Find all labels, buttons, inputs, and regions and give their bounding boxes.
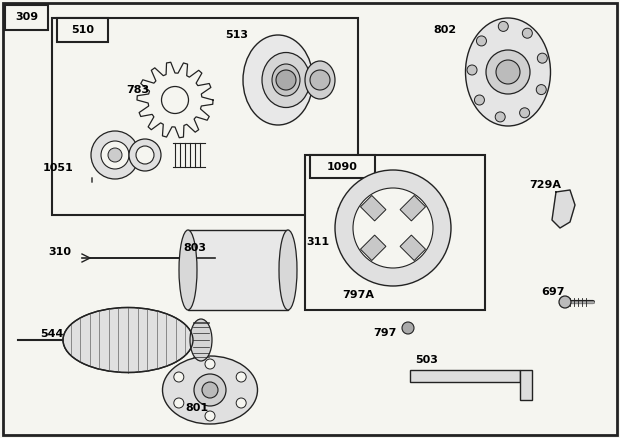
Bar	[52, 18, 358, 215]
Text: 503: 503	[415, 355, 438, 365]
Circle shape	[495, 112, 505, 122]
Bar	[410, 370, 520, 382]
Text: 311: 311	[306, 237, 330, 247]
Circle shape	[335, 170, 451, 286]
Text: 729A: 729A	[529, 180, 561, 190]
Circle shape	[174, 398, 184, 408]
Circle shape	[486, 50, 530, 94]
Text: 797: 797	[373, 328, 397, 338]
Text: 1090: 1090	[327, 162, 358, 172]
Ellipse shape	[179, 230, 197, 310]
Circle shape	[202, 382, 218, 398]
Circle shape	[194, 374, 226, 406]
Text: 510: 510	[71, 25, 94, 35]
Text: eReplacementParts.com: eReplacementParts.com	[225, 212, 395, 226]
Text: 797A: 797A	[342, 290, 374, 300]
Polygon shape	[552, 190, 575, 228]
Bar	[360, 195, 386, 221]
Circle shape	[108, 148, 122, 162]
Bar	[310, 155, 375, 178]
Circle shape	[101, 141, 129, 169]
Text: 803: 803	[184, 243, 206, 253]
Ellipse shape	[262, 53, 310, 107]
Circle shape	[467, 65, 477, 75]
Circle shape	[402, 322, 414, 334]
Circle shape	[205, 411, 215, 421]
Text: 1051: 1051	[43, 163, 73, 173]
Ellipse shape	[279, 230, 297, 310]
Circle shape	[559, 296, 571, 308]
Circle shape	[310, 70, 330, 90]
Text: 801: 801	[185, 403, 208, 413]
Bar	[305, 155, 485, 310]
Circle shape	[476, 36, 487, 46]
Circle shape	[276, 70, 296, 90]
Bar	[5, 5, 48, 30]
Circle shape	[136, 146, 154, 164]
Circle shape	[353, 188, 433, 268]
Circle shape	[236, 372, 246, 382]
Ellipse shape	[63, 307, 193, 372]
Ellipse shape	[272, 64, 300, 96]
Text: 802: 802	[433, 25, 456, 35]
Text: 783: 783	[126, 85, 149, 95]
Bar	[520, 370, 532, 400]
Text: 513: 513	[226, 30, 249, 40]
Bar	[400, 195, 425, 221]
Text: 310: 310	[48, 247, 71, 257]
Ellipse shape	[162, 356, 257, 424]
Ellipse shape	[305, 61, 335, 99]
Bar	[400, 235, 425, 261]
Circle shape	[538, 53, 547, 63]
Text: 544: 544	[40, 329, 64, 339]
Circle shape	[496, 60, 520, 84]
Ellipse shape	[190, 319, 212, 361]
Bar	[57, 18, 108, 42]
Text: 309: 309	[15, 13, 38, 22]
Circle shape	[520, 108, 529, 118]
Bar	[188, 230, 288, 310]
Circle shape	[236, 398, 246, 408]
Ellipse shape	[243, 35, 313, 125]
Circle shape	[536, 85, 546, 95]
Circle shape	[91, 131, 139, 179]
Circle shape	[474, 95, 484, 105]
Circle shape	[522, 28, 533, 38]
Circle shape	[205, 359, 215, 369]
Circle shape	[498, 21, 508, 32]
Circle shape	[129, 139, 161, 171]
Text: 697: 697	[541, 287, 565, 297]
Ellipse shape	[466, 18, 551, 126]
Circle shape	[174, 372, 184, 382]
Bar	[360, 235, 386, 261]
